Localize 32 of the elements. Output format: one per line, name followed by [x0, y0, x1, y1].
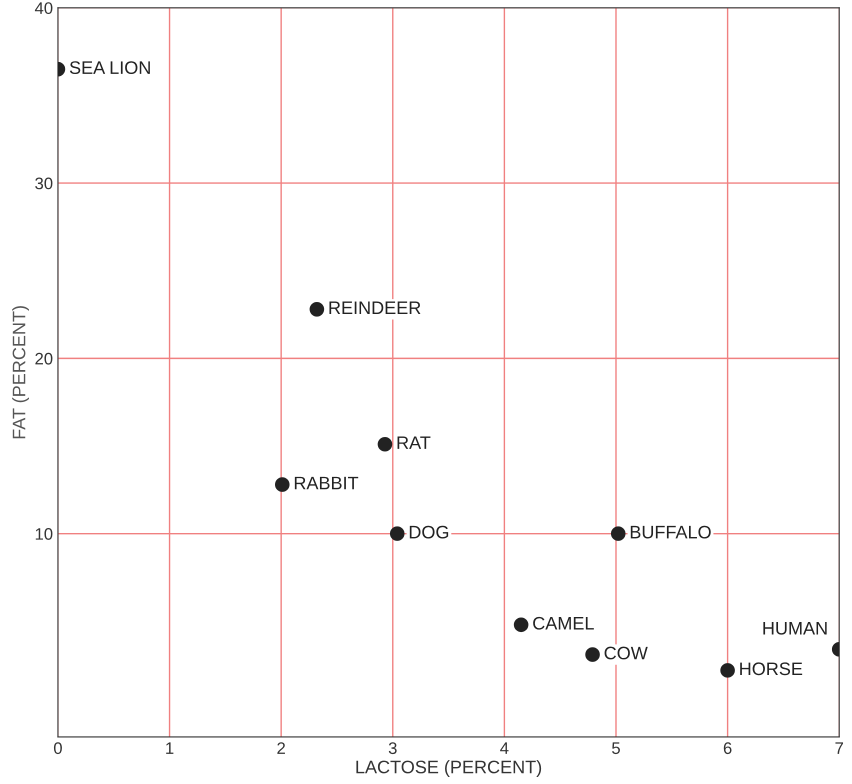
y-tick-label: 30 — [35, 178, 52, 190]
x-tick-label: 1 — [166, 742, 174, 754]
x-tick-label: 3 — [388, 742, 397, 754]
point — [378, 436, 392, 452]
annotation: SEA LION — [70, 61, 150, 74]
point — [610, 526, 626, 541]
annotation: BUFFALO — [630, 526, 711, 538]
point — [390, 526, 405, 541]
y-tick-label: 20 — [35, 352, 52, 365]
x-tick-label: 2 — [277, 742, 285, 754]
x-axis-title: LACTOSE (PERCENT) — [356, 760, 542, 777]
annotation: HUMAN — [763, 622, 827, 635]
x-tick-label: 7 — [835, 742, 844, 754]
annotation: DOG — [410, 526, 448, 538]
annotation: REINDEER — [329, 302, 420, 314]
x-tick-label: 5 — [612, 742, 620, 754]
y-tick-label: 10 — [36, 528, 52, 540]
point — [720, 663, 735, 678]
annotation: CAMEL — [533, 616, 594, 630]
x-tick-label: 6 — [724, 742, 732, 754]
annotation: RABBIT — [294, 476, 358, 490]
x-tick-label: 0 — [54, 742, 62, 754]
point — [310, 302, 324, 317]
point — [585, 647, 600, 662]
point — [514, 618, 528, 632]
x-tick-label: 4 — [500, 742, 509, 754]
annotation: RAT — [398, 436, 430, 449]
y-axis-title: FAT (PERCENT) — [12, 306, 29, 438]
annotation: HORSE — [740, 662, 802, 676]
point — [274, 477, 290, 492]
annotation: COW — [604, 646, 648, 660]
y-tick-label: 40 — [34, 2, 52, 14]
